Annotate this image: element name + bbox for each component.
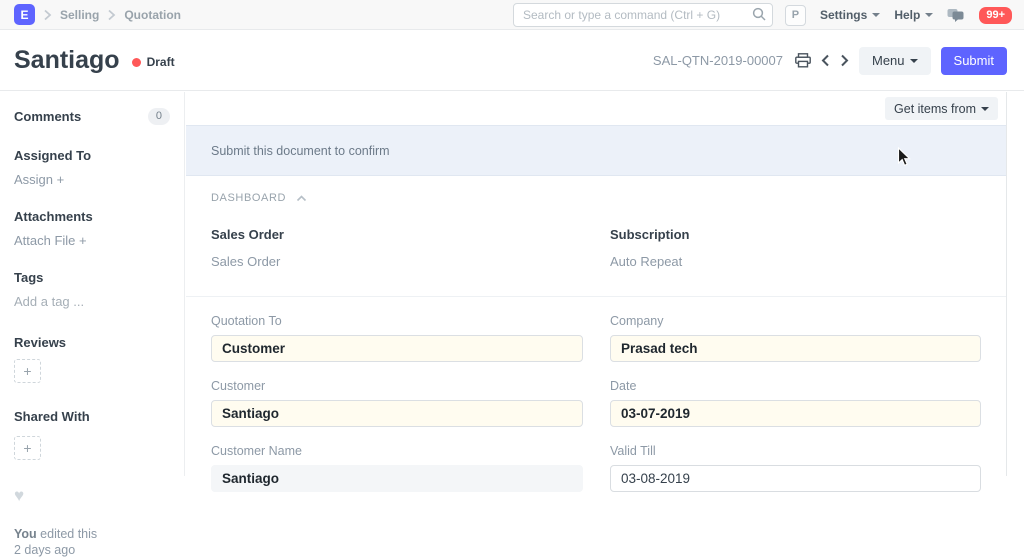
sales-order-heading: Sales Order xyxy=(211,227,284,242)
get-items-from-button[interactable]: Get items from xyxy=(885,97,998,120)
attachments-label: Attachments xyxy=(14,209,93,224)
edited-by-text: edited this xyxy=(40,527,98,541)
form-sidebar: Comments 0 Assigned To Assign + Attachme… xyxy=(0,92,185,557)
chat-icon[interactable] xyxy=(947,8,965,23)
edited-by-user: You xyxy=(14,527,37,541)
add-review-button[interactable]: + xyxy=(14,359,41,383)
dashboard-col-sales-order: Sales Order Sales Order xyxy=(211,227,583,269)
submit-banner: Submit this document to confirm xyxy=(186,125,1006,176)
attach-file-button[interactable]: Attach File + xyxy=(14,233,87,248)
help-menu[interactable]: Help xyxy=(894,8,934,22)
company-label: Company xyxy=(610,314,664,328)
app-logo[interactable]: E xyxy=(14,4,35,25)
page-header: Santiago Draft SAL-QTN-2019-00007 Menu S… xyxy=(0,31,1024,91)
field-date: Date xyxy=(610,379,981,427)
reviews-label: Reviews xyxy=(14,335,67,350)
submit-button[interactable]: Submit xyxy=(940,46,1007,75)
top-navbar: E Selling Quotation P Settings Help 99+ xyxy=(0,0,1024,30)
valid-till-input[interactable] xyxy=(610,465,981,492)
sales-order-link[interactable]: Sales Order xyxy=(211,254,281,269)
status-indicator-dot xyxy=(131,58,141,67)
assigned-to-label: Assigned To xyxy=(14,148,92,163)
global-search xyxy=(513,3,773,27)
field-valid-till: Valid Till xyxy=(610,444,981,492)
settings-menu[interactable]: Settings xyxy=(819,8,881,22)
dashboard-section-toggle[interactable]: DASHBOARD xyxy=(211,189,980,207)
form-column-right: Company Date Valid Till xyxy=(610,297,981,492)
print-icon[interactable] xyxy=(795,53,811,68)
date-label: Date xyxy=(610,379,637,393)
comments-count-badge: 0 xyxy=(147,108,170,125)
page-header-actions: SAL-QTN-2019-00007 Menu Submit xyxy=(652,46,1007,75)
settings-label: Settings xyxy=(819,8,868,22)
field-company: Company xyxy=(610,314,981,362)
navbar-right: P Settings Help 99+ xyxy=(784,0,1012,30)
auto-repeat-link[interactable]: Auto Repeat xyxy=(610,254,683,269)
breadcrumb-selling[interactable]: Selling xyxy=(60,7,100,22)
menu-button-label: Menu xyxy=(872,53,905,68)
quotation-to-label: Quotation To xyxy=(211,314,282,328)
edited-when: 2 days ago xyxy=(14,543,76,558)
dashboard-links: Sales Order Sales Order Subscription Aut… xyxy=(211,227,980,269)
customer-name-input[interactable] xyxy=(211,465,583,492)
field-customer-name: Customer Name xyxy=(211,444,583,492)
shared-with-label: Shared With xyxy=(14,409,90,424)
comments-label: Comments xyxy=(14,109,82,124)
user-avatar[interactable]: P xyxy=(784,4,806,26)
chevron-down-icon xyxy=(925,13,934,17)
dashboard-section-label: DASHBOARD xyxy=(211,192,287,204)
chevron-down-icon xyxy=(981,106,989,111)
valid-till-label: Valid Till xyxy=(610,444,656,458)
edited-by-link[interactable]: You edited this 2 days ago xyxy=(14,526,170,559)
customer-label: Customer xyxy=(211,379,266,393)
notification-badge[interactable]: 99+ xyxy=(979,6,1012,24)
next-document-icon[interactable] xyxy=(840,54,849,67)
assign-button[interactable]: Assign + xyxy=(14,172,65,187)
tags-label: Tags xyxy=(14,270,44,285)
form-layout: DASHBOARD Sales Order Sales Order Subscr… xyxy=(186,176,1006,492)
field-quotation-to: Quotation To xyxy=(211,314,583,362)
menu-button[interactable]: Menu xyxy=(859,46,931,75)
chevron-right-icon xyxy=(107,9,116,21)
customer-name-label: Customer Name xyxy=(211,444,302,458)
dashboard-col-subscription: Subscription Auto Repeat xyxy=(610,227,981,269)
chevron-down-icon xyxy=(872,13,881,17)
submit-banner-text: Submit this document to confirm xyxy=(211,143,390,158)
document-id: SAL-QTN-2019-00007 xyxy=(652,53,783,68)
prev-document-icon[interactable] xyxy=(821,54,830,67)
subscription-heading: Subscription xyxy=(610,227,690,242)
search-icon xyxy=(752,7,766,26)
quotation-to-input[interactable] xyxy=(211,335,583,362)
field-customer: Customer xyxy=(211,379,583,427)
form-toolbar: Get items from xyxy=(186,92,1006,125)
chevron-right-icon xyxy=(43,9,52,21)
date-input[interactable] xyxy=(610,400,981,427)
page-title: Santiago xyxy=(14,46,120,74)
help-label: Help xyxy=(894,8,921,22)
status-badge: Draft xyxy=(146,55,175,69)
company-input[interactable] xyxy=(610,335,981,362)
customer-input[interactable] xyxy=(211,400,583,427)
get-items-from-label: Get items from xyxy=(894,101,976,116)
form-body: Get items from Submit this document to c… xyxy=(186,92,1007,492)
chevron-down-icon xyxy=(909,58,918,63)
form-column-left: Quotation To Customer Customer Name xyxy=(211,297,583,492)
share-button[interactable]: + xyxy=(14,436,41,460)
chevron-up-icon xyxy=(296,189,307,207)
section-divider xyxy=(186,296,1006,297)
add-tag-input[interactable]: Add a tag ... xyxy=(14,294,85,309)
form-fields: Quotation To Customer Customer Name Comp… xyxy=(211,297,981,492)
sidebar-item-comments[interactable]: Comments 0 xyxy=(14,108,170,125)
breadcrumb-quotation[interactable]: Quotation xyxy=(124,7,181,22)
like-heart-icon[interactable]: ♥ xyxy=(14,486,25,505)
search-input[interactable] xyxy=(513,3,773,27)
